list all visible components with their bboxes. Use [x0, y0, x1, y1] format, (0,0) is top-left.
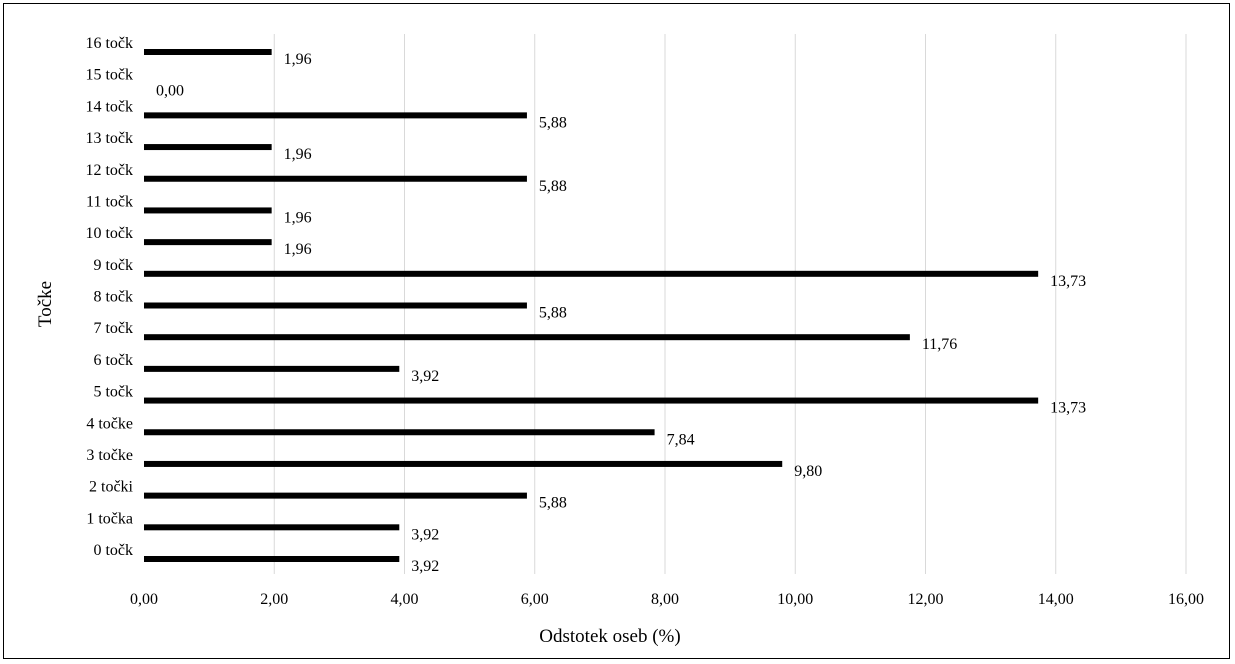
data-label: 1,96 — [284, 209, 312, 226]
y-category-label: 2 točki — [89, 479, 134, 496]
x-tick-label: 2,00 — [260, 591, 288, 608]
y-category-label: 9 točk — [93, 257, 133, 274]
x-tick-label: 4,00 — [391, 591, 419, 608]
y-axis-tick-labels: 0 točk 1 točka 2 točki 3 točke 4 točke 5 točk… — [85, 35, 133, 559]
x-tick-label: 8,00 — [651, 591, 679, 608]
data-label: 5,88 — [539, 305, 567, 322]
x-tick-label: 14,00 — [1038, 591, 1074, 608]
data-label: 3,92 — [411, 368, 439, 385]
bar — [144, 207, 272, 214]
y-axis-title: Točke — [35, 281, 56, 327]
y-category-label: 16 točk — [85, 35, 133, 52]
data-label: 5,88 — [539, 114, 567, 131]
bar — [144, 302, 527, 309]
x-tick-label: 16,00 — [1168, 591, 1204, 608]
bar — [144, 270, 1039, 277]
y-category-label: 10 točk — [85, 225, 133, 242]
x-axis-tick-labels: 0,00 2,00 4,00 6,00 8,00 10,00 12,00 14,00 16,00 — [130, 591, 1204, 608]
y-category-label: 8 točk — [93, 289, 133, 306]
x-tick-label: 10,00 — [777, 591, 813, 608]
bar — [144, 460, 783, 467]
y-category-label: 5 točk — [93, 384, 133, 401]
data-label: 13,73 — [1050, 400, 1086, 417]
data-label: 0,00 — [156, 83, 184, 100]
gridlines — [273, 34, 1187, 574]
bar — [144, 175, 527, 182]
x-tick-label: 0,00 — [130, 591, 158, 608]
y-category-label: 15 točk — [85, 67, 133, 84]
data-label: 5,88 — [539, 495, 567, 512]
y-category-label: 3 točke — [86, 447, 133, 464]
bar — [144, 492, 527, 499]
y-category-label: 11 točk — [86, 193, 133, 210]
bar — [144, 334, 910, 341]
x-axis-title: Odstotek oseb (%) — [539, 626, 680, 647]
y-category-label: 13 točk — [85, 130, 133, 147]
bar — [144, 429, 655, 436]
data-label: 11,76 — [922, 336, 957, 353]
data-label: 3,92 — [411, 558, 439, 575]
bar — [144, 524, 400, 531]
data-label: 13,73 — [1050, 273, 1086, 290]
data-label: 5,88 — [539, 178, 567, 195]
x-tick-label: 12,00 — [908, 591, 944, 608]
bar — [144, 144, 272, 151]
y-category-label: 0 točk — [93, 542, 133, 559]
y-category-label: 1 točka — [86, 510, 133, 527]
y-category-label: 4 točke — [86, 415, 133, 432]
data-label: 3,92 — [411, 526, 439, 543]
y-category-label: 12 točk — [85, 162, 133, 179]
y-category-label: 6 točk — [93, 352, 133, 369]
bar — [144, 49, 272, 55]
data-label: 1,96 — [284, 241, 312, 258]
data-label: 1,96 — [284, 146, 312, 163]
bar — [144, 397, 1039, 404]
bar — [144, 112, 527, 119]
y-category-label: 7 točk — [93, 320, 133, 337]
bar — [144, 365, 400, 372]
data-label: 1,96 — [284, 51, 312, 68]
bars — [144, 49, 1039, 562]
data-labels: 3,92 3,92 5,88 9,80 7,84 13,73 3,92 11,76 5,88 13… — [156, 51, 1086, 575]
bar-chart: 3,92 3,92 5,88 9,80 7,84 13,73 3,92 11,76 5,88 13… — [35, 34, 1204, 647]
data-label: 9,80 — [794, 463, 822, 480]
chart-frame: 3,92 3,92 5,88 9,80 7,84 13,73 3,92 11,76 5,88 13… — [3, 3, 1230, 659]
x-tick-label: 6,00 — [521, 591, 549, 608]
y-category-label: 14 točk — [85, 98, 133, 115]
bar — [144, 239, 272, 246]
data-label: 7,84 — [667, 431, 695, 448]
bar — [144, 556, 400, 562]
